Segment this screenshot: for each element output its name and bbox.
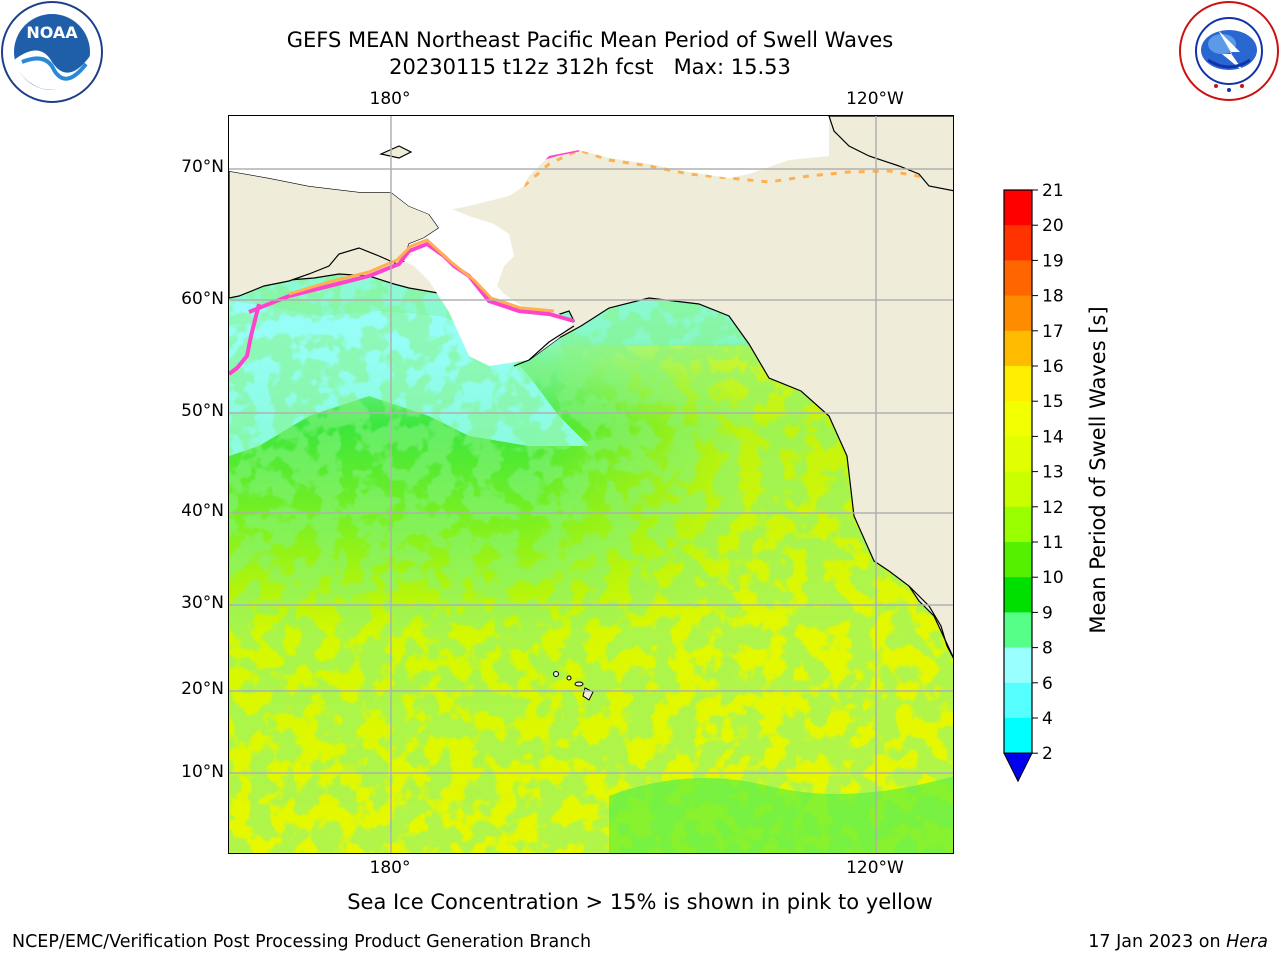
colorbar-bin	[1004, 366, 1032, 402]
colorbar-tick-label: 6	[1042, 674, 1053, 694]
lat-label-40n: 40°N	[181, 501, 224, 521]
colorbar-tick-label: 19	[1042, 251, 1064, 271]
colorbar-tick-label: 12	[1042, 498, 1064, 518]
colorbar-title: Mean Period of Swell Waves [s]	[1086, 306, 1110, 634]
colorbar-bin	[1004, 471, 1032, 508]
wrangel-island	[379, 145, 413, 159]
colorbar-tick-label: 15	[1042, 392, 1064, 412]
noaa-logo-text: NOAA	[26, 23, 78, 42]
map-panel	[228, 115, 954, 854]
colorbar-tick-label: 2	[1042, 744, 1053, 764]
credit-organization: NCEP/EMC/Verification Post Processing Pr…	[12, 932, 592, 952]
colorbar-tick-label: 14	[1042, 427, 1064, 447]
colorbar-bin	[1004, 190, 1032, 226]
credit-date-host: 17 Jan 2023 on Hera	[1088, 932, 1268, 952]
lat-label-10n: 10°N	[181, 762, 224, 782]
colorbar-bin	[1004, 295, 1032, 332]
colorbar-bin	[1004, 542, 1032, 578]
nws-logo-icon	[1179, 1, 1279, 101]
colorbar-tick-label: 21	[1042, 181, 1064, 201]
lat-label-70n: 70°N	[181, 157, 224, 177]
sea-ice-edge-orange	[288, 238, 555, 313]
lon-label-top-120w: 120°W	[846, 89, 904, 109]
colorbar-tick-label: 18	[1042, 287, 1064, 307]
colorbar-tick-label: 16	[1042, 357, 1064, 377]
map-title: GEFS MEAN Northeast Pacific Mean Period …	[286, 28, 894, 52]
map-subtitle: 20230115 t12z 312h fcst Max: 15.53	[389, 55, 791, 79]
colorbar-bin	[1004, 718, 1032, 754]
colorbar-bin	[1004, 506, 1032, 543]
sea-ice-edge-west	[229, 303, 261, 376]
colorbar-bin	[1004, 612, 1032, 649]
colorbar-tick-label: 9	[1042, 603, 1053, 623]
noaa-logo-icon: NOAA	[1, 1, 103, 103]
lat-label-20n: 20°N	[181, 679, 224, 699]
baja-california	[908, 585, 953, 659]
colorbar-bin	[1004, 225, 1032, 261]
colorbar-tick-label: 4	[1042, 709, 1053, 729]
lon-label-bottom-180: 180°	[369, 858, 411, 878]
ocean-green-south	[609, 776, 953, 853]
colorbar-extend-arrow	[1003, 752, 1033, 783]
ice-sea-bering	[391, 192, 574, 366]
colorbar-tick-label: 10	[1042, 568, 1064, 588]
colorbar-tick-label: 13	[1042, 463, 1064, 483]
sea-ice-edge	[248, 241, 575, 323]
colorbar-tick-label: 8	[1042, 639, 1053, 659]
aleutian-islands	[513, 325, 575, 367]
lon-label-bottom-120w: 120°W	[846, 858, 904, 878]
colorbar-tick-label: 20	[1042, 216, 1064, 236]
colorbar-bin	[1004, 647, 1032, 684]
swell-period-map	[229, 116, 953, 853]
sea-ice-note: Sea Ice Concentration > 15% is shown in …	[347, 890, 933, 914]
colorbar-tick-label: 17	[1042, 322, 1064, 342]
colorbar-bin	[1004, 401, 1032, 437]
colorbar-bin	[1004, 682, 1032, 719]
lon-label-top-180: 180°	[369, 89, 411, 109]
credit-host: Hera	[1226, 932, 1268, 952]
credit-date: 17 Jan 2023 on	[1088, 932, 1227, 952]
colorbar-bin	[1004, 436, 1032, 473]
arctic-islands	[828, 116, 953, 192]
colorbar-tick-label: 11	[1042, 533, 1064, 553]
colorbar-bin	[1004, 577, 1032, 613]
lat-label-50n: 50°N	[181, 401, 224, 421]
lat-label-60n: 60°N	[181, 289, 224, 309]
arctic-ocean	[229, 116, 829, 214]
graticule	[229, 116, 953, 853]
colorbar-bin	[1004, 260, 1032, 297]
colorbar: 21 20 19 18 17 16 15 14 13 12 11 10 9 8 6 4 2	[1003, 181, 1064, 783]
colorbar-bin	[1004, 330, 1032, 367]
lat-label-30n: 30°N	[181, 593, 224, 613]
